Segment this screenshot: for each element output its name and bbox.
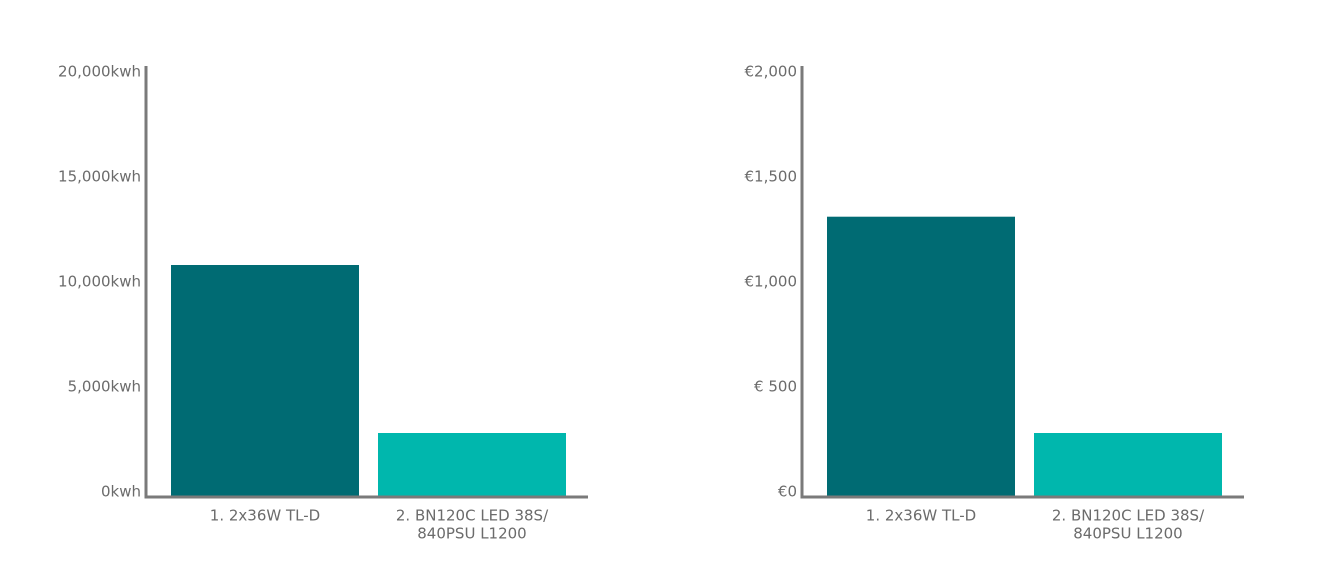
- x-tick-label: 1. 2x36W TL-D: [866, 507, 976, 525]
- bar: [827, 216, 1015, 496]
- x-tick-label: 2. BN120C LED 38S/: [1052, 507, 1205, 525]
- x-tick-label: 1. 2x36W TL-D: [210, 507, 320, 525]
- y-tick-label: 5,000kwh: [68, 378, 141, 396]
- bar: [378, 433, 566, 496]
- y-tick-label: € 500: [754, 378, 797, 396]
- x-tick-label: 840PSU L1200: [1073, 525, 1182, 543]
- y-tick-label: 0kwh: [101, 483, 141, 501]
- bar: [1034, 433, 1222, 496]
- y-tick-label: €1,000: [745, 273, 798, 291]
- bar: [171, 265, 359, 496]
- y-tick-label: €1,500: [745, 168, 798, 186]
- y-tick-label: 15,000kwh: [58, 168, 141, 186]
- x-tick-label: 840PSU L1200: [417, 525, 526, 543]
- x-tick-label: 2. BN120C LED 38S/: [396, 507, 549, 525]
- y-tick-label: €0: [778, 483, 797, 501]
- y-tick-label: 10,000kwh: [58, 273, 141, 291]
- y-tick-label: 20,000kwh: [58, 63, 141, 81]
- y-tick-label: €2,000: [745, 63, 798, 81]
